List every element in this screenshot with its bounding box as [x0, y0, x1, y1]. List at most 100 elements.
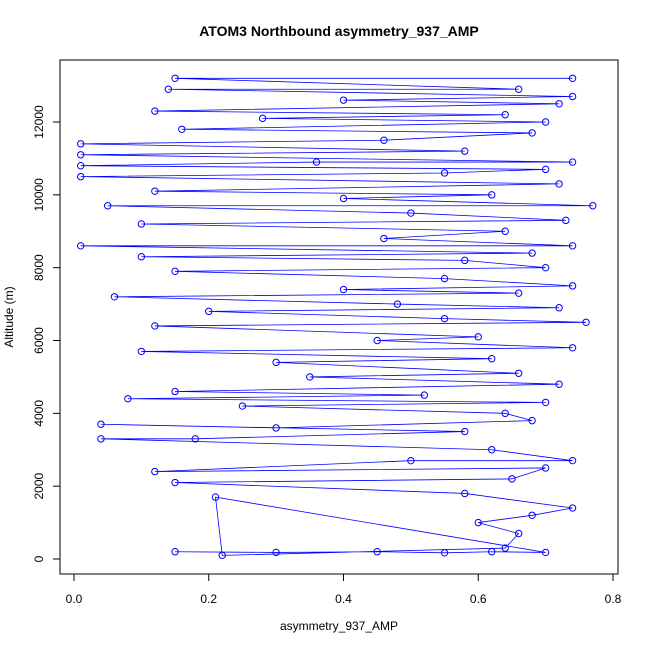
data-point	[514, 289, 523, 297]
data-point	[528, 511, 536, 519]
data-point	[488, 548, 496, 556]
plot-frame	[59, 59, 619, 575]
y-tick-label: 8000	[32, 254, 46, 281]
data-point	[541, 398, 550, 407]
data-point	[171, 387, 179, 396]
data-point	[373, 548, 381, 556]
data-point	[474, 333, 482, 341]
data-point	[272, 424, 280, 432]
data-point	[568, 344, 577, 352]
data-point	[171, 478, 179, 487]
data-point	[124, 395, 132, 403]
data-point	[541, 548, 550, 557]
data-point	[555, 180, 563, 188]
data-point	[440, 169, 449, 177]
data-point	[373, 336, 381, 345]
data-point	[151, 107, 159, 115]
data-point	[461, 147, 469, 155]
y-tick-label: 4000	[32, 400, 46, 427]
data-point	[272, 358, 280, 367]
data-point	[164, 85, 173, 93]
x-axis: 0.0 0.2 0.4 0.6 0.8	[66, 573, 622, 606]
data-point	[77, 151, 85, 159]
series-line	[80, 77, 593, 556]
data-point	[562, 216, 570, 225]
data-point	[103, 202, 112, 210]
data-point	[77, 140, 85, 148]
data-point	[77, 172, 85, 181]
data-point	[488, 446, 496, 454]
data-point	[514, 85, 523, 93]
data-point	[137, 220, 146, 228]
data-point	[568, 282, 577, 290]
x-axis-label: asymmetry_937_AMP	[280, 619, 398, 633]
data-point	[339, 194, 348, 203]
data-point	[541, 118, 550, 126]
data-point	[97, 435, 105, 443]
data-point	[218, 551, 226, 560]
data-layer	[77, 74, 597, 560]
data-point	[555, 380, 563, 388]
y-tick-label: 0	[32, 555, 46, 562]
data-point	[137, 347, 146, 356]
data-point	[238, 402, 247, 410]
data-point	[339, 96, 348, 104]
data-point	[501, 409, 509, 418]
data-point	[474, 518, 482, 527]
data-point	[272, 548, 280, 557]
data-point	[312, 158, 321, 166]
data-point	[77, 242, 85, 250]
data-point	[151, 322, 159, 330]
data-point	[555, 100, 563, 108]
y-tick-label: 10000	[32, 178, 46, 212]
data-point	[508, 475, 516, 483]
data-point	[582, 318, 590, 326]
data-point	[440, 549, 449, 557]
x-tick-label: 0.4	[335, 592, 352, 606]
data-point	[205, 307, 213, 316]
data-point	[541, 263, 550, 272]
data-point	[393, 300, 402, 308]
data-point	[501, 111, 509, 119]
data-point	[568, 158, 577, 166]
data-point	[420, 391, 429, 399]
x-tick-label: 0.2	[200, 592, 217, 606]
data-point	[461, 489, 469, 498]
y-tick-label: 2000	[32, 472, 46, 499]
data-point	[488, 355, 496, 363]
data-point	[555, 304, 563, 312]
data-point	[380, 136, 388, 144]
data-point	[339, 285, 348, 294]
data-point	[97, 420, 105, 428]
data-point	[211, 493, 220, 501]
y-axis-label: Altitude (m)	[2, 286, 16, 347]
data-point	[440, 314, 449, 323]
data-point	[528, 416, 536, 425]
chart-title: ATOM3 Northbound asymmetry_937_AMP	[199, 23, 479, 39]
x-tick-label: 0.8	[605, 592, 622, 606]
data-point	[77, 162, 85, 170]
data-point	[461, 427, 469, 436]
data-point	[151, 467, 159, 476]
data-point	[191, 435, 199, 443]
data-point	[501, 544, 509, 552]
data-point	[407, 209, 415, 217]
data-point	[178, 125, 186, 133]
data-point	[514, 529, 523, 538]
data-point	[568, 242, 577, 250]
data-point	[488, 191, 496, 199]
x-tick-label: 0.0	[66, 592, 83, 606]
data-point	[568, 74, 577, 83]
data-point	[440, 274, 449, 283]
data-point	[137, 253, 146, 261]
data-point	[380, 234, 388, 243]
data-point	[568, 456, 577, 465]
data-point	[528, 129, 536, 137]
data-point	[541, 464, 550, 472]
y-tick-label: 12000	[32, 105, 46, 139]
data-point	[501, 227, 509, 235]
y-axis: 0 2000 4000 6000 8000 10000 12000	[32, 105, 61, 562]
data-point	[407, 456, 415, 465]
